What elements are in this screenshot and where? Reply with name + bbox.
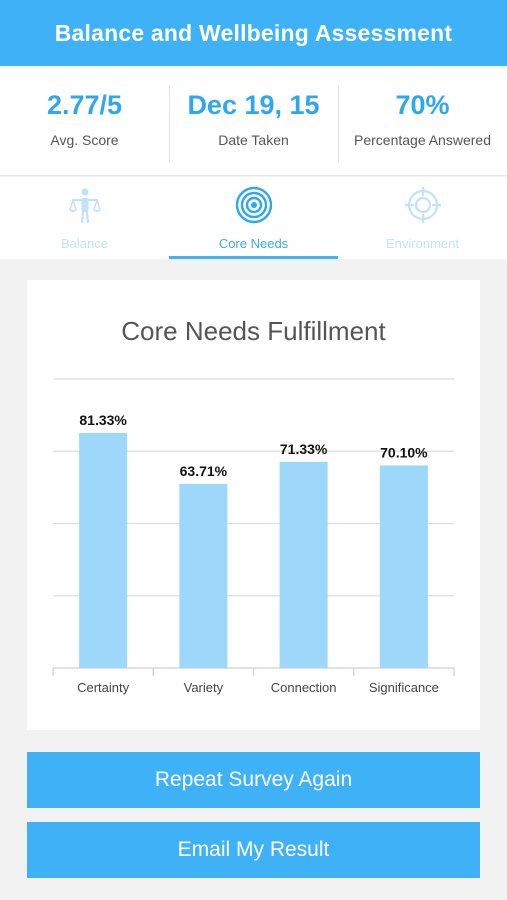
stat-date-taken: Dec 19, 15 Date Taken (169, 66, 338, 175)
bar (179, 483, 228, 668)
data-label: 81.33% (79, 412, 127, 428)
bar (379, 465, 428, 668)
category-label: Significance (369, 680, 439, 695)
crosshair-target-icon (403, 185, 443, 225)
repeat-survey-button[interactable]: Repeat Survey Again (27, 752, 480, 808)
stat-label: Percentage Answered (354, 132, 491, 148)
stat-avg-score: 2.77/5 Avg. Score (0, 66, 169, 175)
balance-person-icon (65, 185, 105, 225)
chart-card: Core Needs Fulfillment 81.33% Certainty 63… (27, 280, 480, 730)
page-title: Balance and Wellbeing Assessment (54, 19, 453, 46)
data-label: 70.10% (380, 444, 428, 460)
stat-value: Dec 19, 15 (187, 90, 320, 120)
category-label: Certainty (77, 680, 130, 695)
data-label: 71.33% (280, 441, 328, 457)
stat-label: Date Taken (218, 132, 289, 148)
tab-balance[interactable]: Balance (0, 177, 169, 259)
tab-label: Balance (61, 236, 108, 251)
tab-core-needs[interactable]: Core Needs (169, 177, 338, 259)
bar-chart: 81.33% Certainty 63.71% Variety 71.33% Connec… (52, 378, 455, 695)
tab-label: Environment (386, 236, 459, 251)
data-label: 63.71% (180, 463, 228, 479)
stat-label: Avg. Score (50, 132, 119, 148)
bar (279, 461, 328, 668)
concentric-circles-icon (234, 185, 274, 225)
bar (79, 432, 128, 668)
stat-percentage-answered: 70% Percentage Answered (338, 66, 507, 175)
chart-title: Core Needs Fulfillment (121, 316, 386, 346)
stat-value: 2.77/5 (46, 90, 123, 120)
tab-environment[interactable]: Environment (338, 177, 507, 259)
stat-value: 70% (395, 90, 450, 120)
app-header: Balance and Wellbeing Assessment (0, 0, 507, 66)
category-tabs: Balance Core Needs (0, 177, 507, 259)
tab-label: Core Needs (218, 236, 289, 251)
email-result-button[interactable]: Email My Result (27, 822, 480, 878)
category-label: Variety (184, 680, 224, 695)
category-label: Connection (271, 680, 337, 695)
summary-stats: 2.77/5 Avg. Score Dec 19, 15 Date Taken … (0, 66, 507, 176)
